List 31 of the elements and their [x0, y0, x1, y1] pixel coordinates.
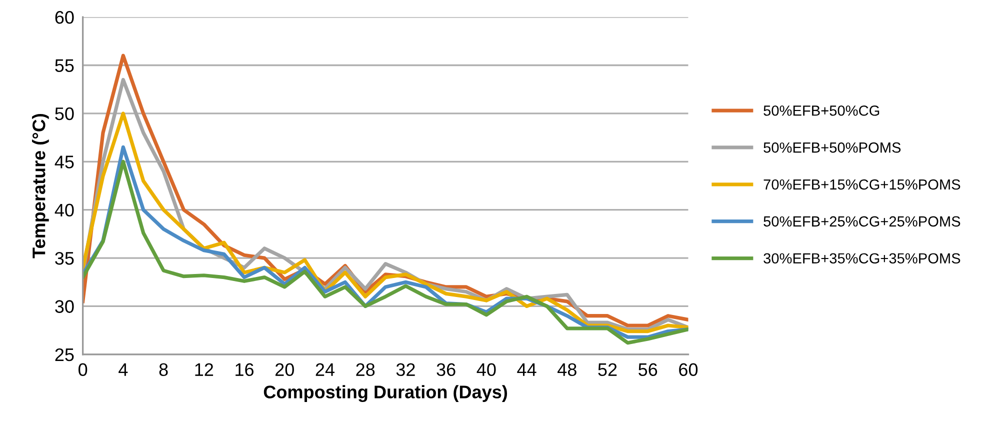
x-tick-label: 20: [275, 363, 294, 376]
x-tick-label: 8: [159, 363, 168, 376]
legend-label: 50%EFB+25%CG+25%POMS: [764, 216, 960, 227]
x-axis-title: Composting Duration (Days): [264, 385, 508, 402]
x-tick-label: 32: [396, 363, 415, 376]
x-tick-label: 60: [679, 363, 698, 376]
y-tick-label: 30: [55, 300, 74, 313]
x-tick-label: 56: [638, 363, 658, 376]
y-tick-label: 35: [55, 252, 74, 265]
y-tick-label: 50: [55, 107, 74, 120]
y-tick-label: 40: [54, 204, 74, 217]
y-axis-title: Temperature (°C): [32, 114, 49, 258]
x-tick-label: 4: [118, 363, 128, 376]
legend-label: 50%EFB+50%POMS: [764, 142, 901, 153]
x-tick-label: 24: [316, 363, 334, 376]
y-tick-label: 45: [54, 156, 74, 168]
y-tick-label: 25: [55, 348, 74, 362]
x-tick-label: 28: [356, 363, 375, 376]
y-tick-label: 55: [55, 59, 74, 72]
y-tick-label: 60: [55, 11, 74, 24]
x-tick-label: 0: [78, 363, 88, 376]
x-tick-label: 48: [558, 363, 576, 376]
x-tick-label: 40: [476, 363, 496, 376]
x-tick-label: 16: [236, 363, 254, 376]
legend-label: 50%EFB+50%CG: [764, 105, 880, 116]
x-tick-label: 12: [195, 363, 214, 376]
x-tick-label: 44: [517, 363, 536, 376]
legend-label: 30%EFB+35%CG+35%POMS: [764, 253, 960, 264]
x-tick-label: 36: [436, 363, 456, 376]
legend-label: 70%EFB+15%CG+15%POMS: [764, 179, 960, 190]
x-tick-label: 52: [598, 363, 617, 376]
